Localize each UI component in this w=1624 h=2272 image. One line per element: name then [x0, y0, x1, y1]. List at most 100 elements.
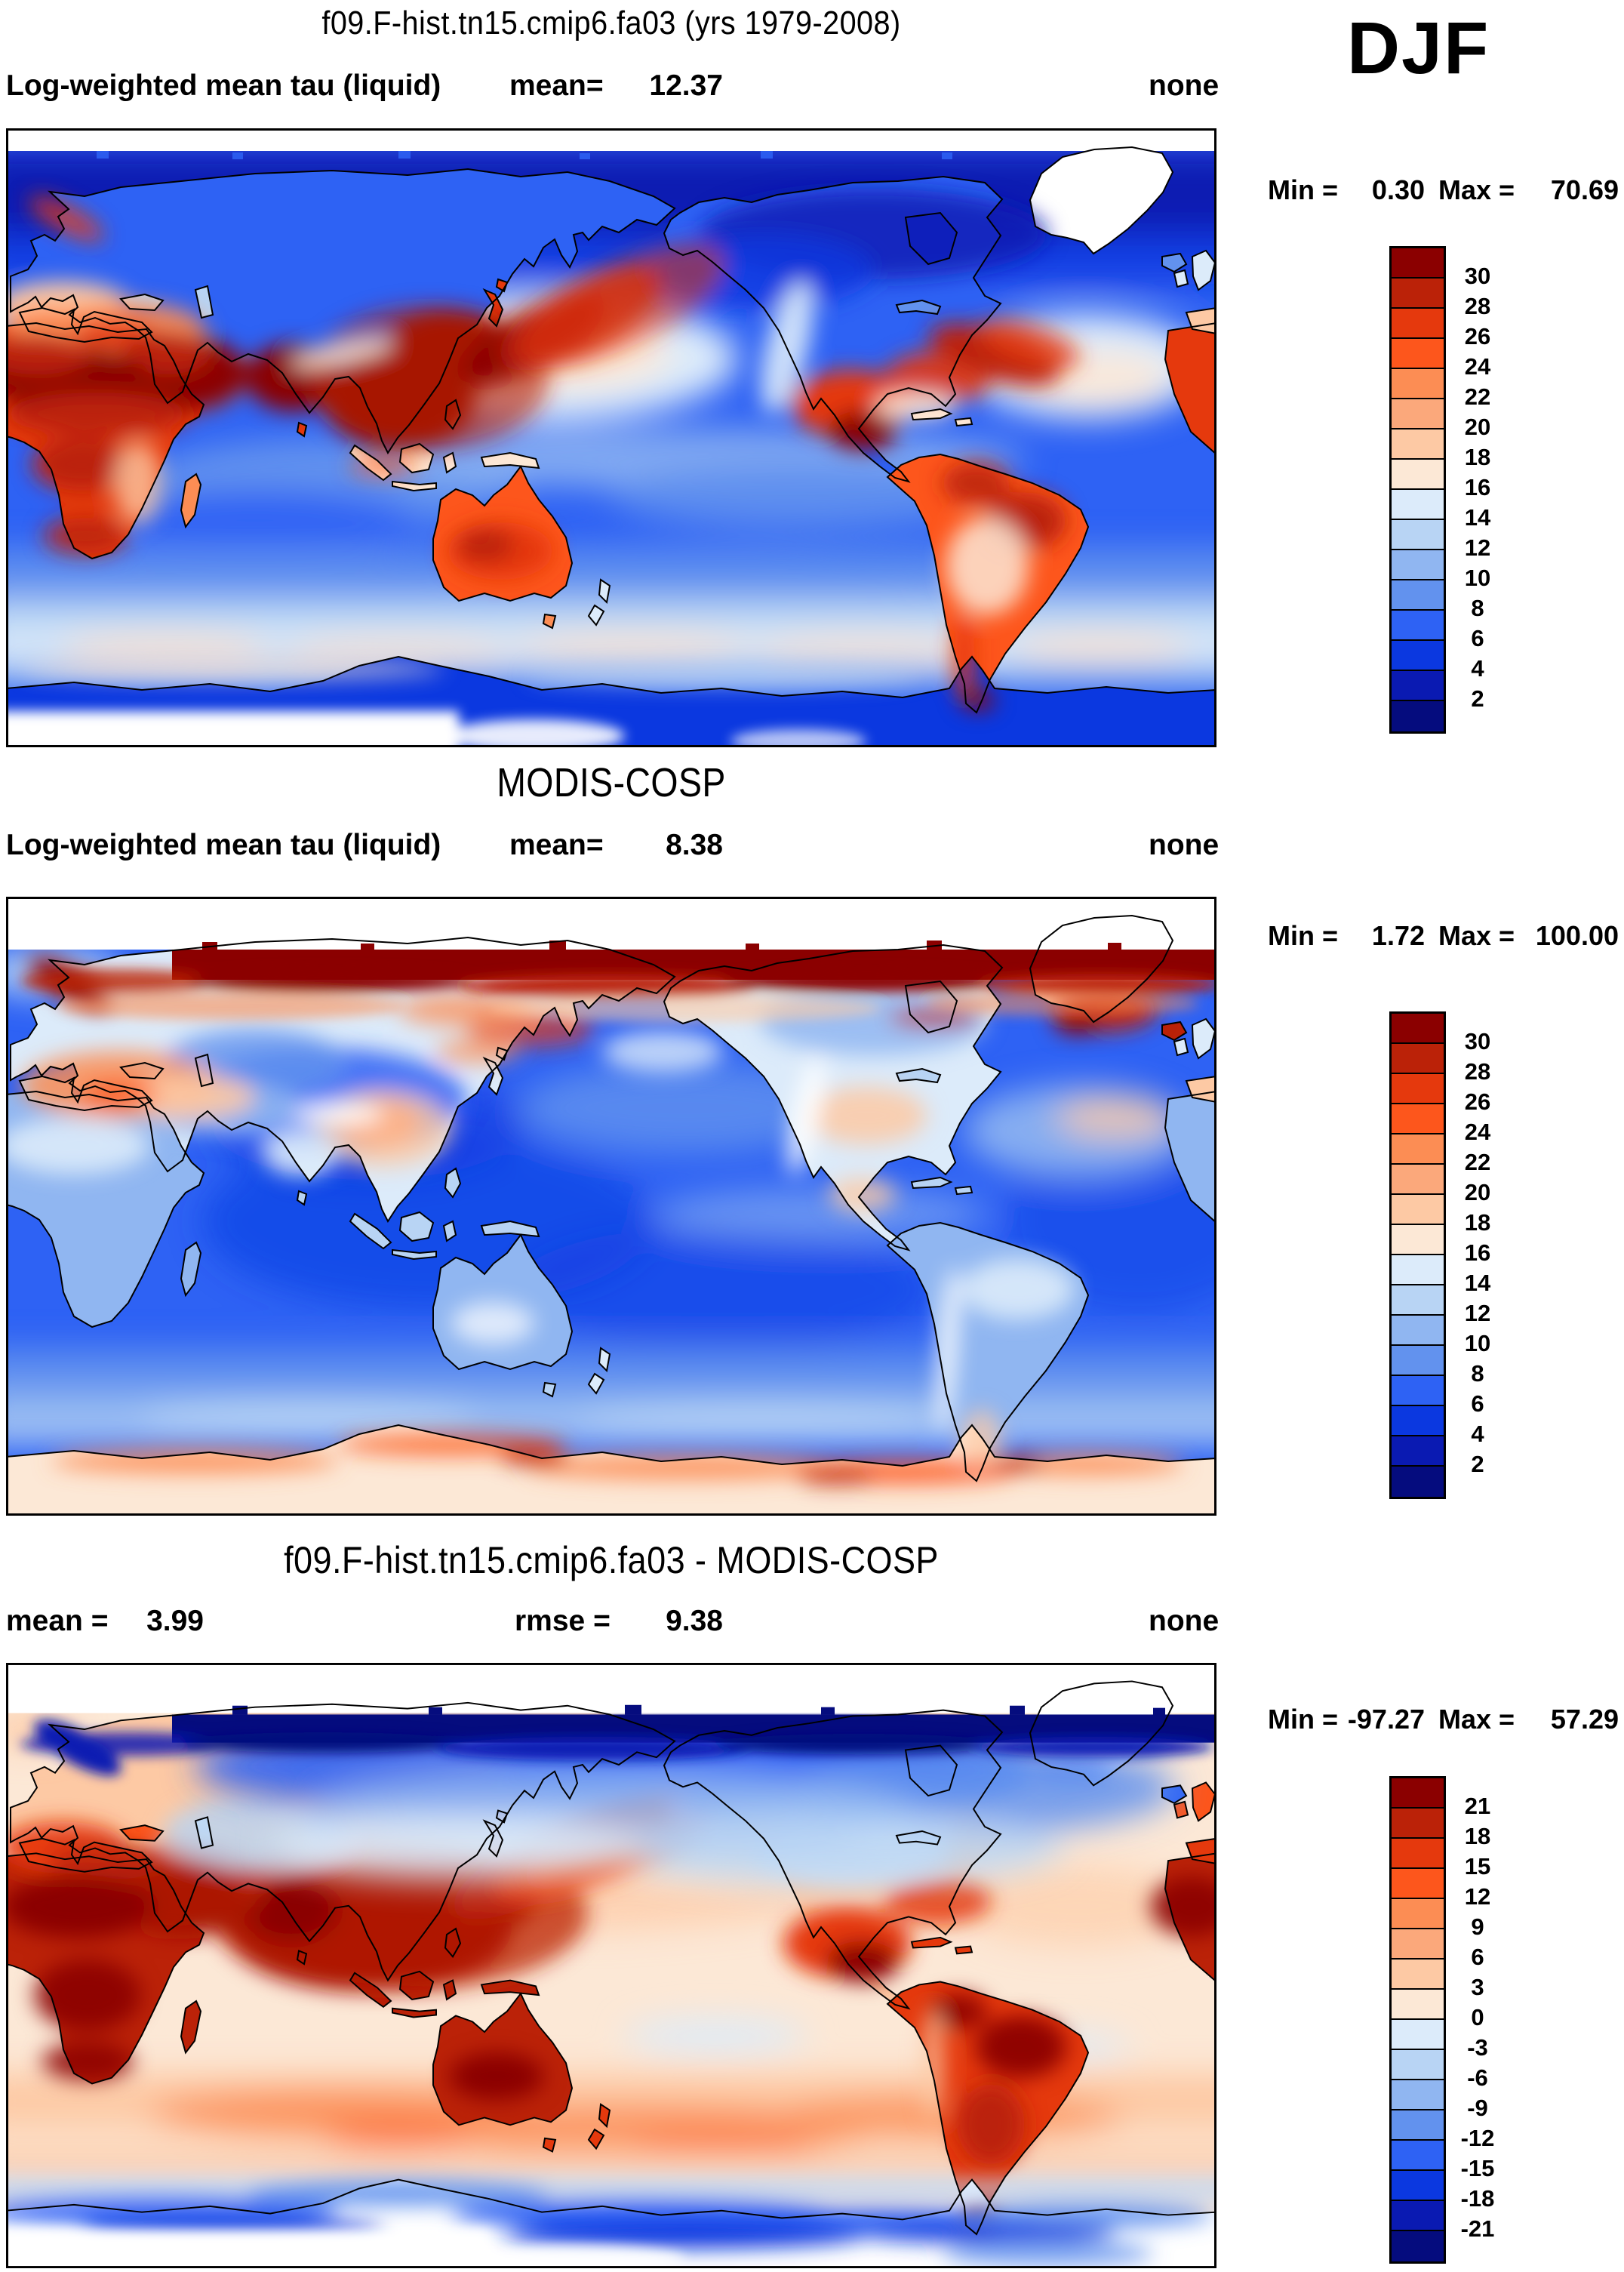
panel3-mean-value: 3.99	[146, 1605, 204, 1637]
map-model	[6, 128, 1216, 747]
panel2-variable-label: Log-weighted mean tau (liquid)	[6, 829, 441, 861]
panel1-variable-label: Log-weighted mean tau (liquid)	[6, 69, 441, 102]
panel2-min-label: Min =	[1268, 920, 1339, 951]
colorbar-segment	[1392, 1044, 1444, 1074]
colorbar-tick-label: 22	[1464, 383, 1491, 410]
colorbar-tick-label: 8	[1471, 595, 1484, 621]
colorbar-2-segments	[1392, 1014, 1444, 1497]
season-label: DJF	[1347, 7, 1490, 89]
nodata-edge-speckle	[97, 151, 952, 159]
colorbar-1-ticks: 30 28 26 24 22 20 18 16 14 12 10 8 6 4 2	[1441, 246, 1514, 729]
colorbar-segment	[1392, 611, 1444, 641]
colorbar-tick-label: 30	[1464, 263, 1491, 289]
panel2-min-value: 1.72	[1371, 920, 1425, 951]
colorbar-segment	[1392, 2110, 1444, 2141]
colorbar-tick-label: 12	[1464, 1300, 1491, 1326]
colorbar-3-segments	[1392, 1778, 1444, 2261]
map-frame	[6, 128, 1216, 747]
colorbar-3	[1389, 1776, 1446, 2264]
field-blobs	[6, 957, 1183, 1484]
colorbar-2	[1389, 1011, 1446, 1499]
panel1-min-label: Min =	[1268, 174, 1339, 205]
panel2-max-label: Max =	[1438, 920, 1515, 951]
colorbar-segment	[1392, 1899, 1444, 1929]
panel2-max-value: 100.00	[1535, 920, 1619, 951]
colorbar-segment	[1392, 580, 1444, 611]
colorbar-tick-label: 18	[1464, 444, 1491, 470]
colorbar-segment	[1392, 1195, 1444, 1225]
colorbar-tick-label: 28	[1464, 293, 1491, 319]
panel3-min-value: -97.27	[1347, 1704, 1425, 1735]
colorbar-tick-label: 10	[1464, 565, 1491, 591]
colorbar-tick-label: -15	[1460, 2155, 1495, 2181]
colorbar-tick-label: 20	[1464, 414, 1491, 440]
colorbar-tick-label: 2	[1471, 685, 1484, 712]
colorbar-segment	[1392, 1929, 1444, 1960]
colorbar-segment	[1392, 490, 1444, 520]
colorbar-segment	[1392, 1839, 1444, 1869]
colorbar-tick-label: -21	[1460, 2215, 1495, 2242]
nodata-top-strip	[6, 1663, 1216, 1713]
field-blobs	[6, 189, 1080, 710]
colorbar-segment	[1392, 2020, 1444, 2050]
colorbar-segment	[1392, 1960, 1444, 1990]
colorbar-tick-label: -18	[1460, 2185, 1495, 2212]
nodata-edge-speckle	[202, 941, 1121, 951]
colorbar-tick-label: 20	[1464, 1179, 1491, 1205]
colorbar-tick-label: 30	[1464, 1028, 1491, 1054]
colorbar-segment	[1392, 1316, 1444, 1346]
colorbar-tick-label: 8	[1471, 1360, 1484, 1387]
colorbar-segment	[1392, 460, 1444, 490]
panel1-mean-value: 12.37	[649, 69, 723, 102]
panel3-min-label: Min =	[1268, 1704, 1339, 1735]
colorbar-tick-label: 21	[1464, 1793, 1491, 1819]
colorbar-tick-label: 2	[1471, 1451, 1484, 1477]
colorbar-segment	[1392, 248, 1444, 279]
colorbar-segment	[1392, 671, 1444, 701]
colorbar-tick-label: 12	[1464, 1883, 1491, 1910]
colorbar-tick-label: 4	[1471, 655, 1484, 682]
nodata-top-strip	[6, 128, 1216, 151]
colorbar-tick-label: 15	[1464, 1853, 1491, 1879]
colorbar-tick-label: 6	[1471, 1390, 1484, 1417]
colorbar-segment	[1392, 1778, 1444, 1809]
panel1-min-value: 0.30	[1371, 174, 1425, 205]
figure-title: f09.F-hist.tn15.cmip6.fa03 (yrs 1979-200…	[321, 5, 901, 42]
colorbar-tick-label: 3	[1471, 1974, 1484, 2000]
colorbar-tick-label: -12	[1460, 2125, 1495, 2151]
colorbar-2-ticks: 30 28 26 24 22 20 18 16 14 12 10 8 6 4 2	[1441, 1011, 1514, 1495]
nodata-edge-speckle	[232, 1704, 1165, 1716]
colorbar-segment	[1392, 2050, 1444, 2080]
colorbar-tick-label: 6	[1471, 625, 1484, 651]
colorbar-tick-label: 10	[1464, 1330, 1491, 1356]
colorbar-tick-label: 22	[1464, 1149, 1491, 1175]
colorbar-1-segments	[1392, 248, 1444, 731]
panel3-units-label: none	[1149, 1605, 1220, 1637]
colorbar-tick-label: 18	[1464, 1209, 1491, 1236]
colorbar-segment	[1392, 1014, 1444, 1044]
nodata-top-strip	[6, 897, 1216, 950]
panel3-rmse-label: rmse =	[515, 1605, 611, 1637]
nodata-antarctic	[6, 711, 866, 747]
colorbar-segment	[1392, 1346, 1444, 1376]
seaice-band-ragged	[21, 969, 1216, 1022]
colorbar-segment	[1392, 550, 1444, 580]
colorbar-segment	[1392, 641, 1444, 671]
map-frame	[6, 1663, 1216, 2268]
colorbar-segment	[1392, 429, 1444, 460]
colorbar-tick-label: 26	[1464, 1088, 1491, 1115]
colorbar-tick-label: 12	[1464, 534, 1491, 561]
colorbar-tick-label: 16	[1464, 1239, 1491, 1266]
colorbar-tick-label: 26	[1464, 323, 1491, 349]
colorbar-tick-label: 28	[1464, 1058, 1491, 1085]
panel1-max-value: 70.69	[1550, 174, 1619, 205]
colorbar-1	[1389, 246, 1446, 734]
colorbar-tick-label: 6	[1471, 1944, 1484, 1970]
colorbar-tick-label: 18	[1464, 1823, 1491, 1849]
colorbar-tick-label: 14	[1464, 1270, 1491, 1296]
panel3-rmse-value: 9.38	[666, 1605, 723, 1637]
colorbar-segment	[1392, 1255, 1444, 1285]
colorbar-segment	[1392, 1104, 1444, 1134]
colorbar-segment	[1392, 1165, 1444, 1195]
